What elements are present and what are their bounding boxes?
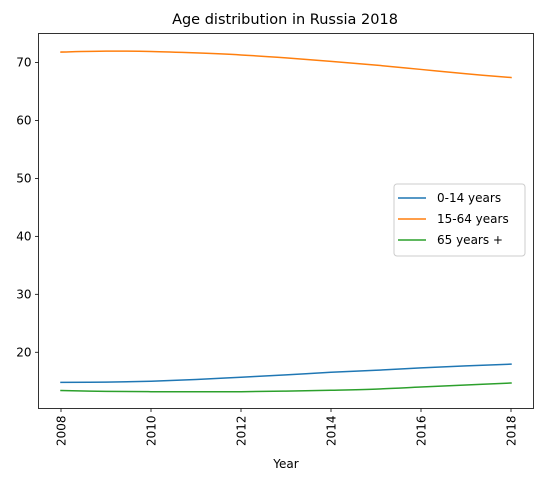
x-axis-label: Year: [272, 457, 298, 471]
legend-label-2: 65 years +: [437, 233, 503, 247]
legend: 0-14 years 15-64 years 65 years +: [393, 183, 526, 257]
y-tick-label: 70: [16, 56, 31, 70]
y-tick-label: 60: [16, 114, 31, 128]
y-tick-label: 30: [16, 288, 31, 302]
y-tick-label: 20: [16, 345, 31, 359]
y-tick-label: 50: [16, 172, 31, 186]
y-tick-label: 40: [16, 230, 31, 244]
x-tick-label: 2012: [235, 416, 249, 447]
x-tick-label: 2016: [415, 416, 429, 447]
y-axis-ticks: 20 30 40 50 60 70: [16, 56, 39, 359]
legend-label-1: 15-64 years: [437, 212, 509, 226]
legend-label-0: 0-14 years: [437, 191, 501, 205]
x-axis-ticks: 2008 2010 2012 2014 2016 2018: [55, 408, 519, 447]
x-tick-label: 2014: [325, 416, 339, 447]
x-tick-label: 2010: [145, 416, 159, 447]
series-layer: [60, 50, 512, 393]
x-tick-label: 2018: [505, 416, 519, 447]
plot-area: [38, 33, 534, 409]
series-line-0: [60, 363, 512, 384]
x-tick-label: 2008: [55, 416, 69, 447]
legend-box: [393, 183, 526, 257]
series-line-2: [60, 382, 512, 393]
chart-title: Age distribution in Russia 2018: [172, 12, 398, 28]
series-line-1: [60, 50, 512, 79]
